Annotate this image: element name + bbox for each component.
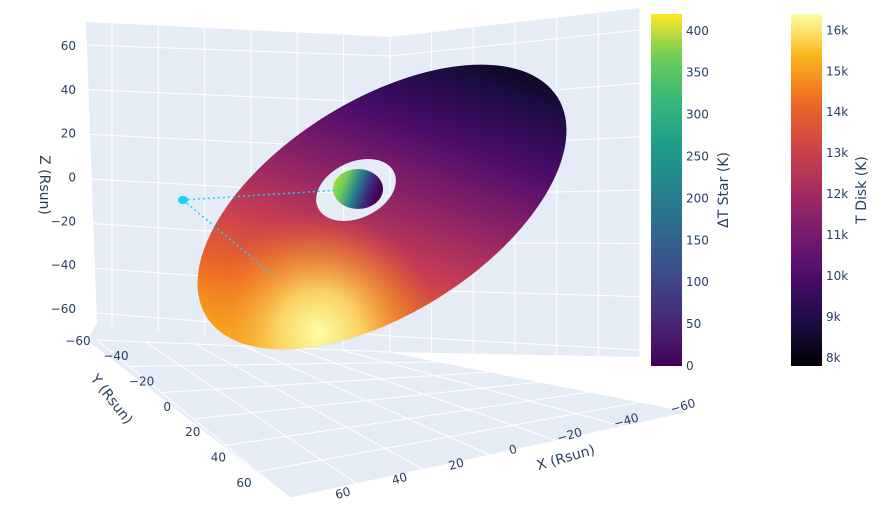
colorbar-tick-label: 100 [686, 275, 709, 289]
colorbar-tick-label: 8k [826, 351, 841, 365]
y-tick-label: 40 [211, 451, 226, 465]
colorbar-tick-label: 250 [686, 149, 709, 163]
x-tick-label: −60 [669, 396, 697, 416]
y-tick-label: −40 [103, 349, 128, 363]
colorbar-tick-label: 11k [826, 228, 848, 242]
companion-point [178, 196, 188, 204]
x-tick-label: 0 [507, 442, 518, 458]
colorbar-tick-label: 10k [826, 269, 848, 283]
colorbar-tick-label: 50 [686, 317, 701, 331]
colorbar-tick-label: 150 [686, 233, 709, 247]
colorbar-delta-t-star-title: ΔT Star (K) [716, 152, 732, 228]
z-tick-label: 20 [61, 127, 76, 141]
z-axis-ticks: 60 40 20 0 −20 −40 −60 [51, 39, 76, 316]
y-tick-label: 0 [163, 400, 171, 414]
colorbar-t-disk-ticks: 16k 15k 14k 13k 12k 11k 10k 9k 8k [826, 23, 848, 364]
colorbar-delta-t-star [651, 14, 682, 366]
z-axis-title: Z (Rsun) [36, 155, 52, 215]
x-axis-title: X (Rsun) [535, 442, 597, 474]
z-tick-label: −20 [51, 214, 76, 228]
disk-surface [197, 64, 567, 350]
colorbar-tick-label: 15k [826, 64, 848, 78]
colorbar-tick-label: 400 [686, 24, 709, 38]
x-tick-label: 20 [447, 455, 466, 473]
x-tick-label: 60 [334, 484, 353, 502]
z-tick-label: 60 [61, 39, 76, 53]
x-axis-ticks: −60 −40 −20 0 20 40 60 [334, 396, 697, 502]
colorbar-t-disk [791, 14, 822, 366]
x-tick-label: 40 [390, 470, 409, 488]
x-tick-label: −20 [555, 425, 583, 445]
colorbar-tick-label: 9k [826, 310, 841, 324]
colorbar-tick-label: 14k [826, 105, 848, 119]
dotted-line-to-star [182, 189, 341, 201]
x-tick-label: −40 [612, 410, 640, 430]
colorbar-tick-label: 0 [686, 359, 694, 373]
colorbar-delta-t-star-ticks: 400 350 300 250 200 150 100 50 0 [686, 24, 709, 373]
star-sphere [333, 169, 383, 209]
y-tick-label: 20 [185, 425, 200, 439]
colorbar-tick-label: 300 [686, 108, 709, 122]
colorbar-t-disk-title: T Disk (K) [854, 156, 870, 225]
y-tick-label-corner: −60 [65, 334, 90, 348]
colorbar-tick-label: 13k [826, 146, 848, 160]
z-tick-label: −40 [51, 258, 76, 272]
y-axis-ticks: −40−20 0 20 40 60 −60 [65, 334, 251, 490]
colorbar-tick-label: 16k [826, 23, 848, 37]
z-tick-label: 0 [68, 171, 76, 185]
colorbar-tick-label: 12k [826, 187, 848, 201]
colorbar-tick-label: 200 [686, 191, 709, 205]
colorbar-tick-label: 350 [686, 66, 709, 80]
y-tick-label: −20 [129, 374, 154, 388]
y-tick-label: 60 [236, 476, 251, 490]
z-tick-label: 40 [61, 83, 76, 97]
z-tick-label: −60 [51, 302, 76, 316]
